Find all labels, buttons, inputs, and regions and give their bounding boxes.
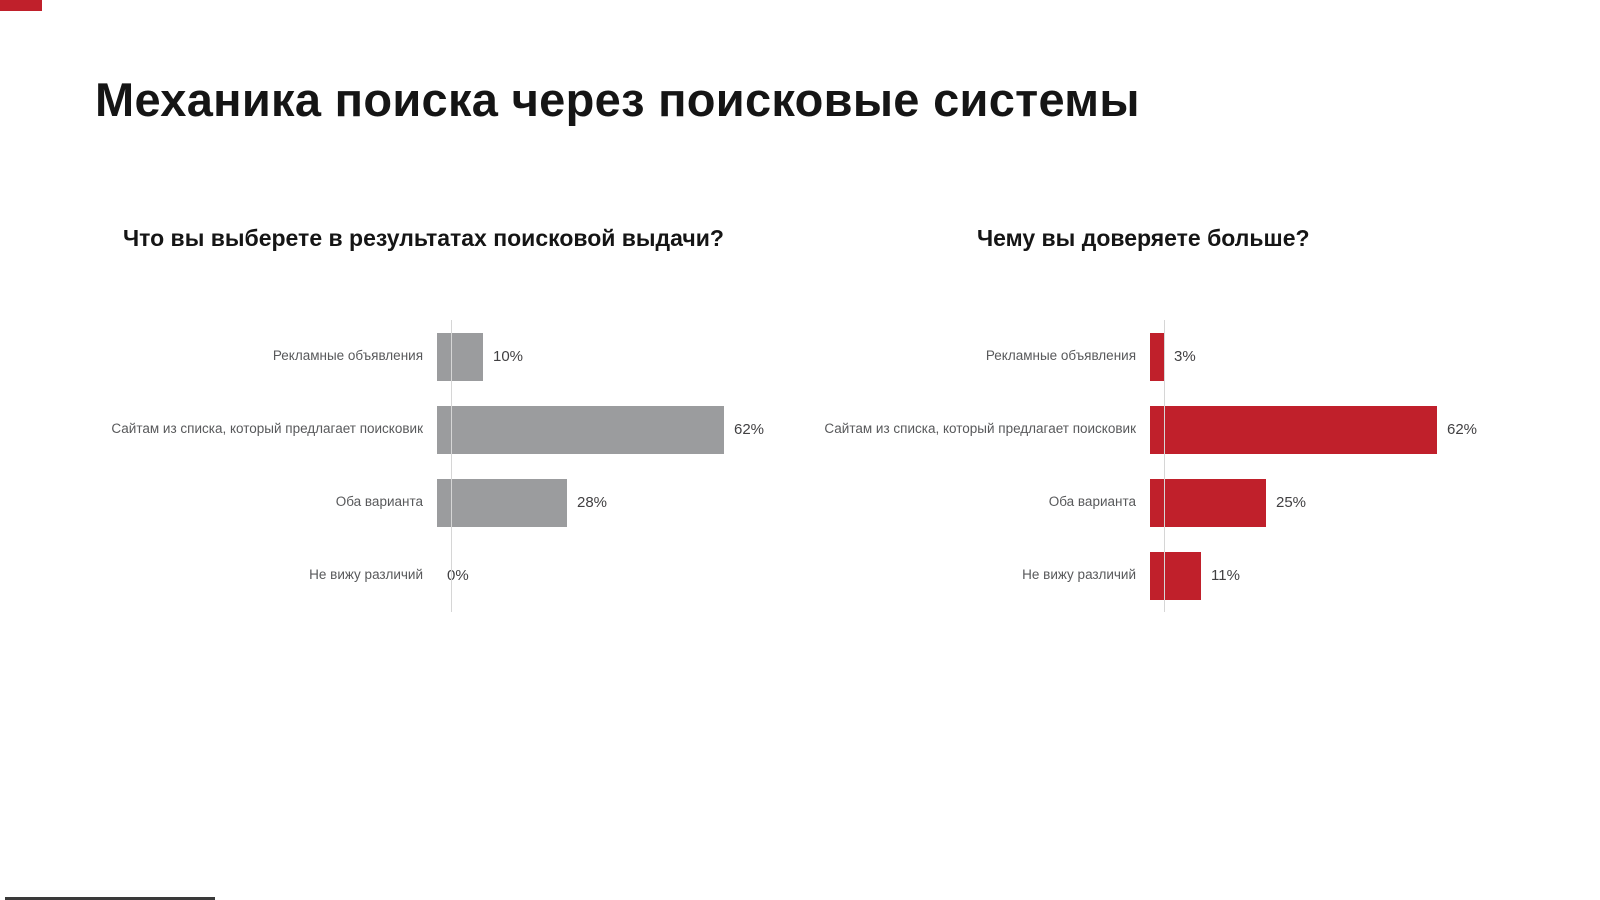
value-label: 28%: [577, 494, 608, 511]
bottom-left-accent-line: [5, 897, 215, 900]
bar: [1150, 478, 1266, 527]
chart-row: Не вижу различий 11%: [818, 539, 1544, 612]
chart-row: Сайтам из списка, который предлагает пои…: [818, 393, 1544, 466]
bar: [437, 478, 567, 527]
chart-row: Не вижу различий 0%: [105, 539, 831, 612]
bar-cell: 62%: [437, 405, 831, 454]
chart-plot-area: Рекламные объявления 10% Сайтам из списка,…: [105, 320, 831, 612]
bar-cell: 0%: [437, 552, 831, 600]
category-label: Сайтам из списка, который предлагает пои…: [111, 421, 423, 437]
chart-row: Рекламные объявления 10%: [105, 320, 831, 393]
value-label: 62%: [1447, 421, 1478, 438]
chart-plot-area: Рекламные объявления 3% Сайтам из списка, …: [818, 320, 1544, 612]
category-label: Рекламные объявления: [272, 348, 423, 364]
top-left-accent-mark: [0, 0, 42, 11]
category-label: Не вижу различий: [1022, 567, 1136, 583]
category-label: Оба варианта: [1048, 494, 1136, 510]
chart-row: Оба варианта 28%: [105, 466, 831, 539]
axis-line: [1164, 320, 1165, 612]
page-title: Механика поиска через поисковые системы: [95, 73, 1140, 126]
bar-cell: 10%: [437, 332, 831, 381]
category-label: Оба варианта: [335, 494, 423, 510]
bar-cell: 11%: [1150, 551, 1544, 600]
axis-line: [451, 320, 452, 612]
bar-cell: 62%: [1150, 405, 1544, 454]
chart-row: Оба варианта 25%: [818, 466, 1544, 539]
value-label: 62%: [734, 421, 765, 438]
value-label: 3%: [1174, 348, 1196, 365]
bar: [1150, 405, 1437, 454]
value-label: 0%: [447, 567, 469, 584]
chart-title: Чему вы доверяете больше?: [977, 225, 1310, 251]
bar: [1150, 332, 1164, 381]
chart-row: Сайтам из списка, который предлагает пои…: [105, 393, 831, 466]
chart-trust-more: Чему вы доверяете больше? Рекламные объя…: [818, 225, 1544, 612]
bar: [1150, 551, 1201, 600]
bar: [437, 405, 724, 454]
value-label: 10%: [493, 348, 524, 365]
bar-cell: 25%: [1150, 478, 1544, 527]
bar: [437, 332, 483, 381]
bar-cell: 3%: [1150, 332, 1544, 381]
value-label: 25%: [1276, 494, 1307, 511]
category-label: Сайтам из списка, который предлагает пои…: [824, 421, 1136, 437]
chart-row: Рекламные объявления 3%: [818, 320, 1544, 393]
value-label: 11%: [1211, 567, 1240, 584]
category-label: Рекламные объявления: [985, 348, 1136, 364]
chart-title: Что вы выберете в результатах поисковой …: [123, 225, 724, 251]
category-label: Не вижу различий: [309, 567, 423, 583]
chart-search-results-choice: Что вы выберете в результатах поисковой …: [105, 225, 831, 612]
bar-cell: 28%: [437, 478, 831, 527]
